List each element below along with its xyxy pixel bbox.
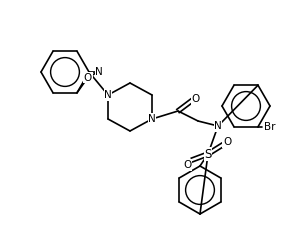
- Text: O: O: [223, 137, 231, 147]
- Text: O: O: [84, 73, 92, 83]
- Text: N: N: [214, 121, 222, 131]
- Text: N: N: [104, 90, 112, 100]
- Text: Br: Br: [264, 122, 276, 132]
- Text: N: N: [95, 67, 103, 77]
- Text: O: O: [183, 160, 191, 170]
- Text: N: N: [148, 114, 156, 124]
- Text: S: S: [204, 147, 212, 161]
- Text: O: O: [192, 94, 200, 104]
